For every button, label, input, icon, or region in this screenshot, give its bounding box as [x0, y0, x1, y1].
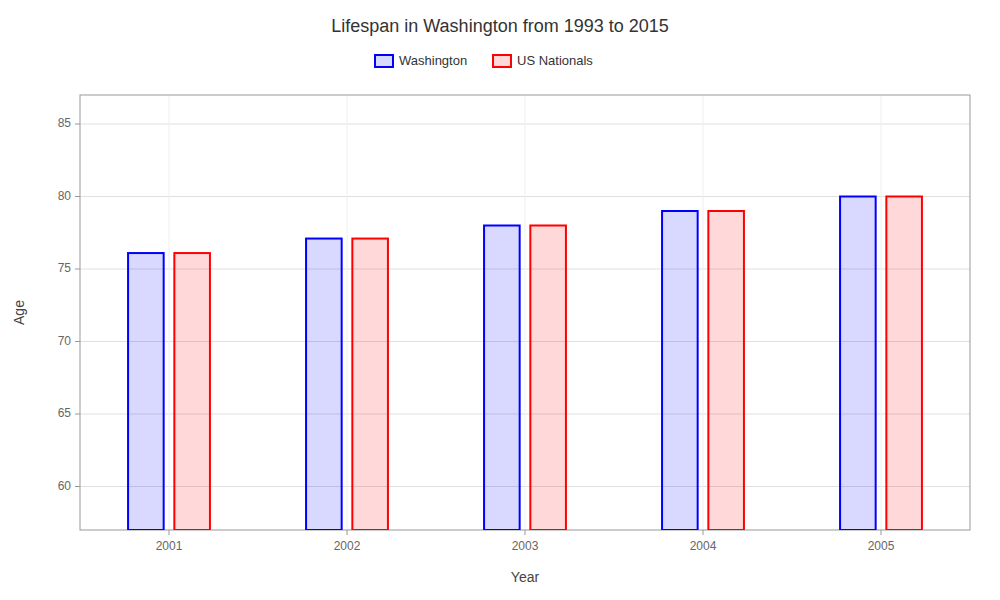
x-grid-line	[881, 95, 882, 530]
y-tick-label: 70	[58, 334, 72, 348]
bar	[662, 211, 698, 530]
x-grid-line	[169, 95, 170, 530]
bar	[306, 239, 342, 530]
plot-frame	[80, 95, 970, 530]
grid	[80, 95, 970, 530]
bar	[530, 226, 566, 531]
y-axis: 60 65 70 75 80 85	[58, 116, 80, 493]
x-tick-label: 2002	[334, 539, 361, 553]
bar	[352, 239, 388, 530]
x-grid-line	[525, 95, 526, 530]
x-tick-label: 2001	[156, 539, 183, 553]
x-tick-label: 2004	[690, 539, 717, 553]
bars	[128, 197, 922, 531]
x-tick-label: 2003	[512, 539, 539, 553]
y-tick	[75, 124, 80, 125]
legend-label: Washington	[399, 53, 467, 68]
legend-swatch	[493, 55, 511, 67]
y-tick-label: 60	[58, 479, 72, 493]
x-axis-label: Year	[511, 569, 540, 585]
y-tick-label: 65	[58, 406, 72, 420]
y-tick	[75, 196, 80, 197]
x-tick	[703, 530, 704, 535]
y-tick-label: 85	[58, 116, 72, 130]
bar	[886, 197, 922, 531]
chart-title: Lifespan in Washington from 1993 to 2015	[331, 16, 669, 36]
x-axis: 2001 2002 2003 2004 2005	[156, 530, 895, 553]
chart-svg: 60 65 70 75 80 85 2001 2002 2003 2004 2005 Year Age L…	[0, 0, 1000, 600]
legend-label: US Nationals	[517, 53, 593, 68]
x-tick	[525, 530, 526, 535]
bar	[840, 197, 876, 531]
y-tick	[75, 341, 80, 342]
y-axis-label: Age	[11, 300, 27, 325]
chart-container: 60 65 70 75 80 85 2001 2002 2003 2004 2005 Year Age L…	[0, 0, 1000, 600]
x-tick-label: 2005	[868, 539, 895, 553]
y-tick-label: 75	[58, 261, 72, 275]
y-tick	[75, 414, 80, 415]
legend-swatch	[375, 55, 393, 67]
x-tick	[347, 530, 348, 535]
x-grid-line	[347, 95, 348, 530]
x-grid-line	[703, 95, 704, 530]
x-tick	[169, 530, 170, 535]
bar	[128, 253, 164, 530]
y-tick	[75, 269, 80, 270]
bar	[174, 253, 210, 530]
x-tick	[881, 530, 882, 535]
bar	[484, 226, 520, 531]
legend: Washington US Nationals	[375, 53, 593, 68]
y-tick-label: 80	[58, 189, 72, 203]
y-tick	[75, 486, 80, 487]
bar	[708, 211, 744, 530]
